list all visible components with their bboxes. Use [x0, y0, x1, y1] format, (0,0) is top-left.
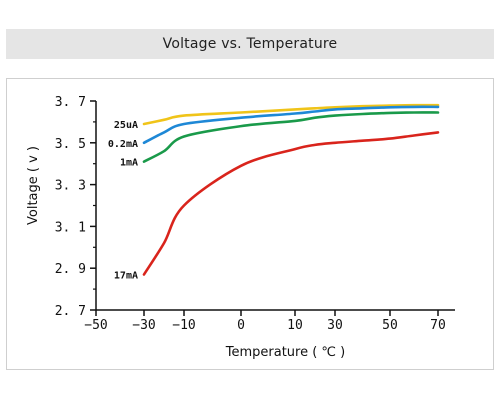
y-tick-label: 3. 7 [55, 95, 86, 110]
plot-frame-group [95, 101, 455, 311]
y-tick-label: 3. 1 [55, 220, 86, 235]
series-label-1ma: 1mA [120, 158, 138, 169]
y-axis-label: Voltage ( v ) [26, 146, 41, 225]
x-ticks-group: −50 −30 −10 0 10 30 50 70 [84, 310, 446, 333]
chart-title-bar: Voltage vs. Temperature [6, 29, 494, 59]
x-tick-label: 0 [237, 318, 245, 333]
x-tick-label: 30 [327, 318, 343, 333]
series-line-25ua [142, 103, 440, 126]
y-tick-label: 2. 9 [55, 262, 86, 277]
x-tick-label: −50 [84, 318, 107, 333]
y-tick-label: 2. 7 [55, 304, 86, 319]
x-axis-label: Temperature ( ℃ ) [225, 345, 346, 360]
x-tick-label: −10 [172, 318, 195, 333]
series-label-25ua: 25uA [114, 120, 138, 131]
x-tick-label: 50 [382, 318, 398, 333]
y-tick-label: 3. 5 [55, 137, 86, 152]
x-tick-label: −30 [132, 318, 155, 333]
series-label-0-2ma: 0.2mA [108, 139, 138, 150]
y-tick-label: 3. 3 [55, 179, 86, 194]
series-group [142, 103, 440, 276]
x-tick-label: 10 [287, 318, 303, 333]
chart-card [6, 78, 494, 370]
series-label-17ma: 17mA [114, 270, 138, 281]
series-line-1ma [142, 111, 440, 163]
series-line-0-2ma [142, 105, 440, 145]
series-line-17ma [142, 131, 440, 276]
x-tick-label: 70 [430, 318, 446, 333]
series-labels-group: 25uA 0.2mA 1mA 17mA [108, 120, 138, 281]
y-ticks-group: 2. 7 2. 9 3. 1 3. 3 3. 5 3. 7 [55, 95, 96, 319]
chart-title: Voltage vs. Temperature [162, 36, 338, 52]
